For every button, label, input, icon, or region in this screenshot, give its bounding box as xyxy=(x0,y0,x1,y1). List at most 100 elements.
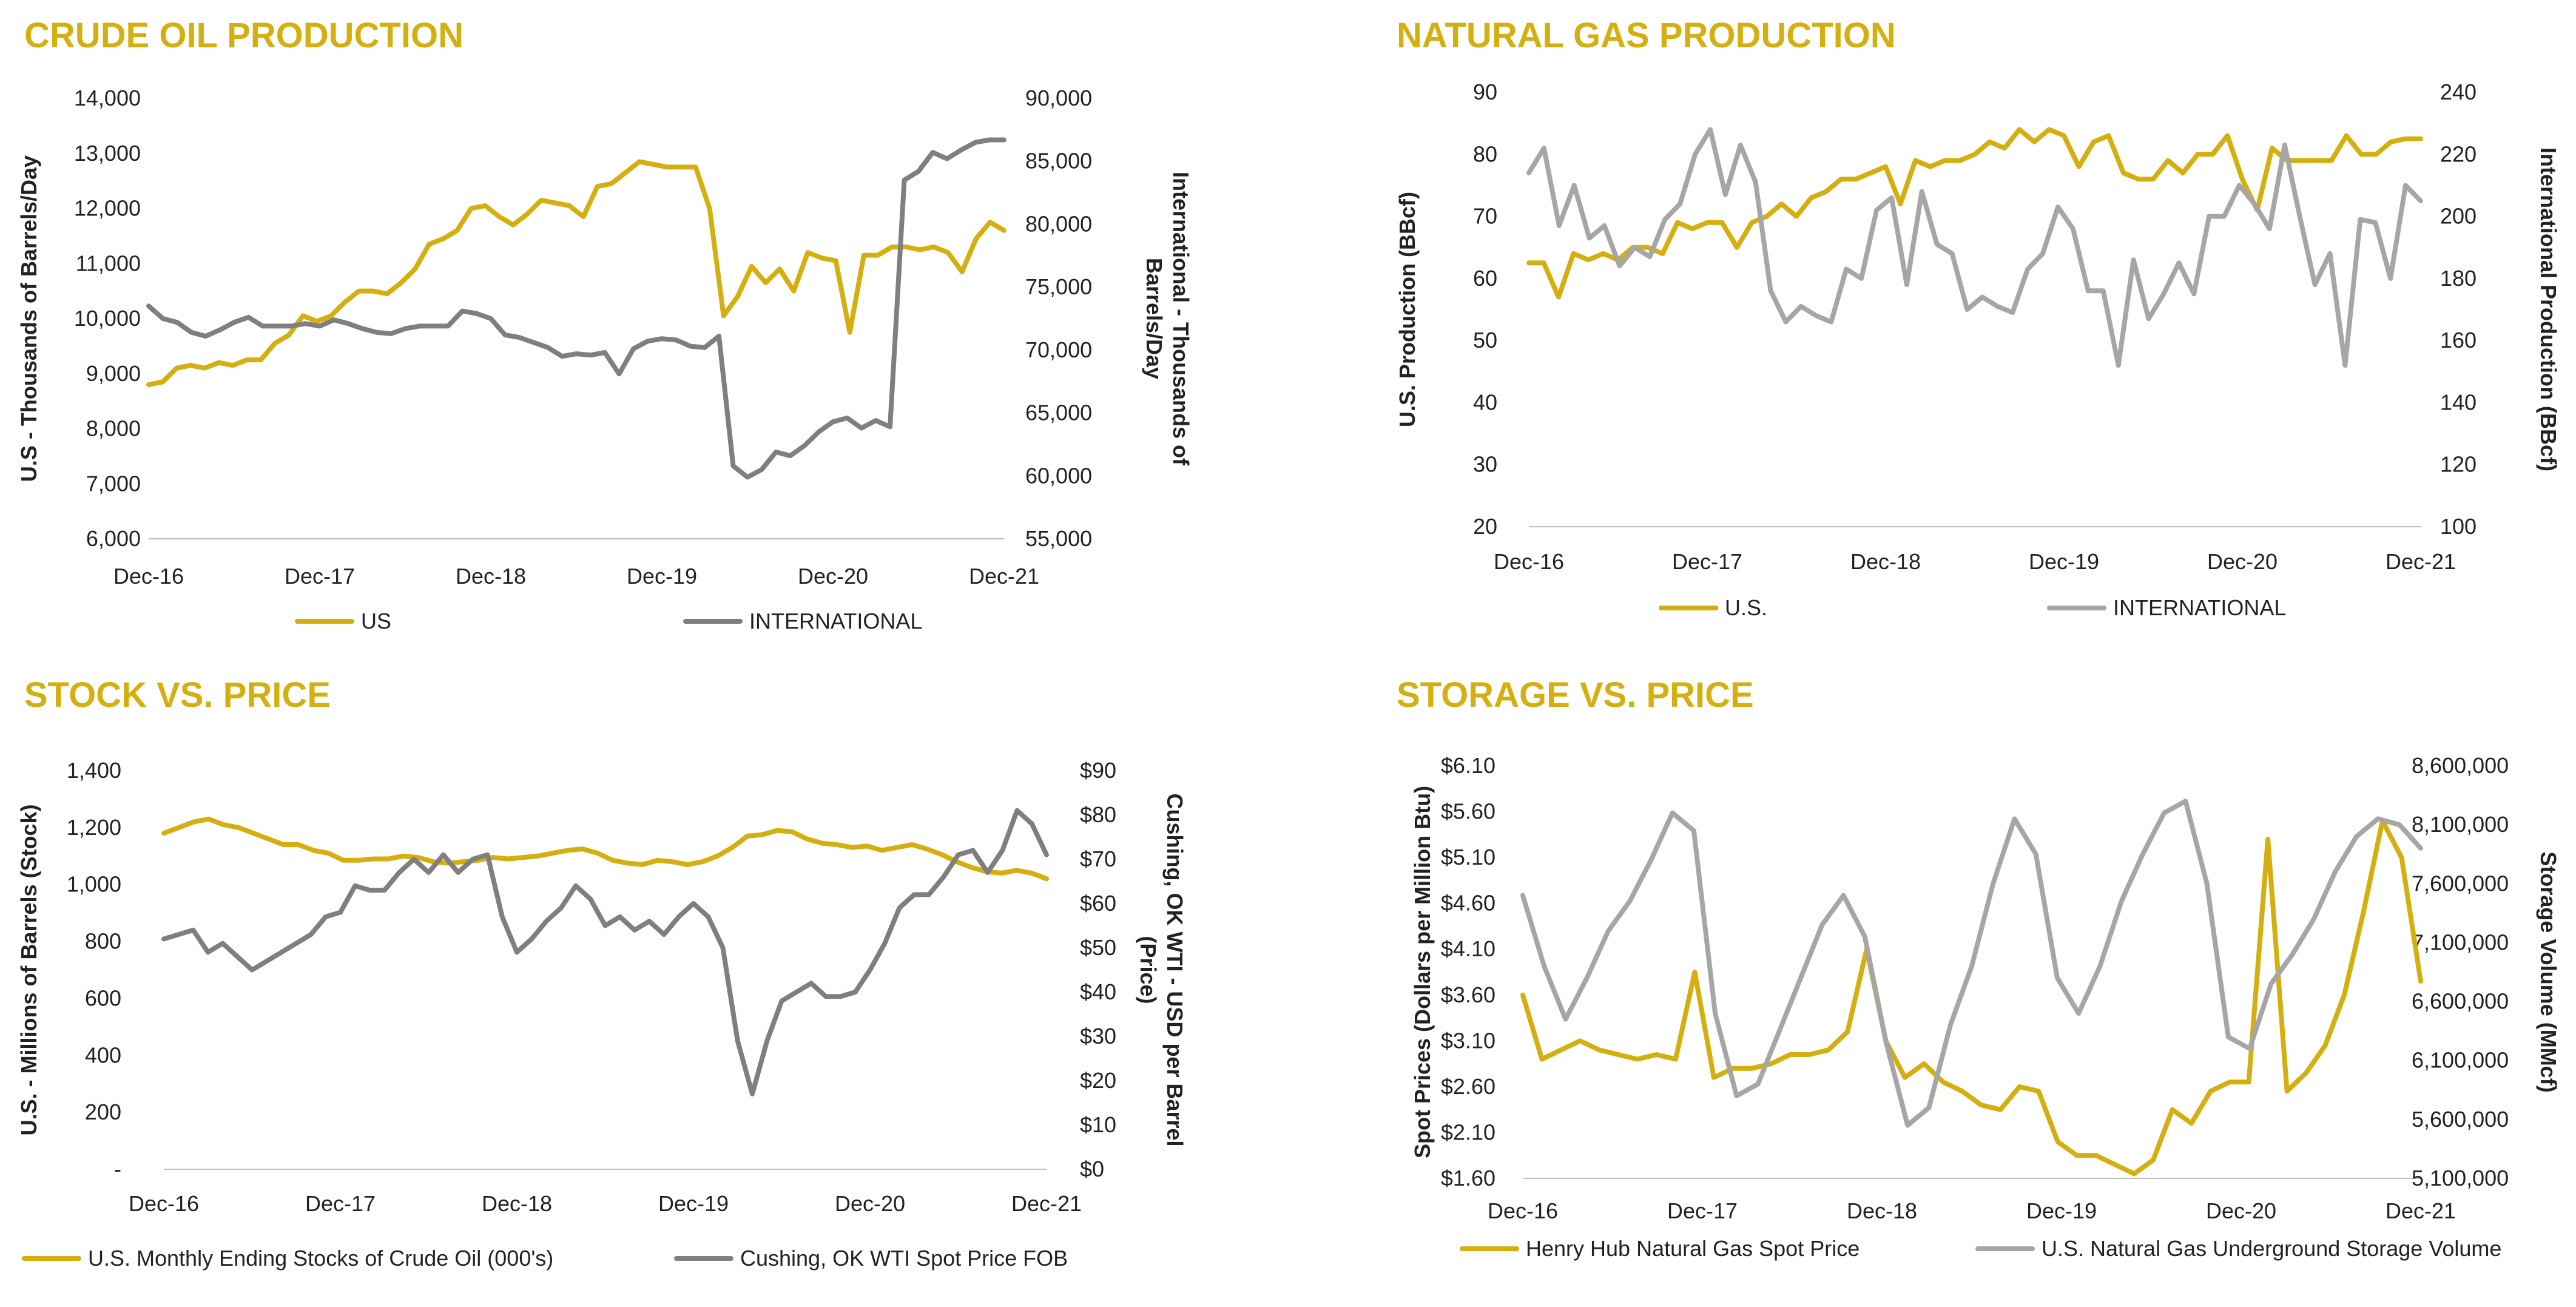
x-tick-label: Dec-20 xyxy=(798,564,868,589)
y2-tick-label: 90,000 xyxy=(1025,86,1092,110)
y2-tick-label: 200 xyxy=(2440,204,2477,229)
x-tick-label: Dec-17 xyxy=(285,564,355,589)
y2-tick-label: 180 xyxy=(2440,266,2477,291)
y-tick-label: 10,000 xyxy=(74,306,141,331)
y2-tick-label: $70 xyxy=(1080,846,1116,871)
y-tick-label: 1,200 xyxy=(67,815,121,840)
y2-tick-label: 160 xyxy=(2440,328,2477,353)
y-tick-label: 7,000 xyxy=(86,471,141,496)
y2-tick-label: 5,100,000 xyxy=(2412,1166,2509,1190)
y-tick-label: 800 xyxy=(85,929,121,954)
series-line-2 xyxy=(146,137,1006,480)
y2-tick-label: 120 xyxy=(2440,452,2477,477)
x-tick-label: Dec-18 xyxy=(1847,1198,1917,1223)
y2-tick-label: 8,100,000 xyxy=(2412,812,2509,837)
x-tick-label: Dec-16 xyxy=(129,1191,199,1216)
y2-tick-label: 240 xyxy=(2440,79,2477,104)
y2-tick-label: 140 xyxy=(2440,390,2477,414)
legend-label: U.S. Natural Gas Underground Storage Vol… xyxy=(2042,1236,2501,1261)
x-tick-label: Dec-16 xyxy=(113,564,184,589)
y-tick-label: $2.60 xyxy=(1441,1074,1495,1099)
y-tick-label: $5.10 xyxy=(1441,845,1495,870)
y2-tick-label: $20 xyxy=(1080,1068,1116,1093)
y-tick-label: - xyxy=(114,1157,121,1181)
y-tick-label: 1,000 xyxy=(67,872,121,897)
y-tick-label: $4.60 xyxy=(1441,891,1495,916)
y2-tick-label: 70,000 xyxy=(1025,337,1092,362)
y2-tick-label: 7,600,000 xyxy=(2412,871,2509,896)
legend-label: INTERNATIONAL xyxy=(2113,595,2286,620)
y2-tick-label: 55,000 xyxy=(1025,526,1092,551)
chart-panel-3: STOCK VS. PRICE - 200 400 600 800 1,000 1,200 1,… xyxy=(16,675,1187,1271)
y2-tick-label: $0 xyxy=(1080,1157,1104,1181)
x-tick-label: Dec-20 xyxy=(2206,1198,2276,1223)
y2-tick-label: $30 xyxy=(1080,1024,1116,1049)
y2-tick-label: 85,000 xyxy=(1025,149,1092,174)
legend-label: Cushing, OK WTI Spot Price FOB xyxy=(740,1246,1068,1271)
legend-label: US xyxy=(361,609,391,633)
y2-tick-label: $40 xyxy=(1080,979,1116,1004)
series-line-2 xyxy=(161,808,1049,1096)
y-tick-label: $6.10 xyxy=(1441,753,1495,778)
y-tick-label: 9,000 xyxy=(86,361,141,386)
x-tick-label: Dec-16 xyxy=(1494,549,1564,574)
x-tick-label: Dec-21 xyxy=(1011,1191,1082,1216)
y2-tick-label: 60,000 xyxy=(1025,463,1092,488)
legend-label: INTERNATIONAL xyxy=(749,609,922,633)
y-tick-label: 70 xyxy=(1473,204,1497,229)
y2-axis-label: Storage Volume (MMcf) xyxy=(2536,851,2561,1092)
y-tick-label: 1,400 xyxy=(67,758,121,783)
x-tick-label: Dec-19 xyxy=(2026,1198,2097,1223)
series-line-1 xyxy=(1520,818,2423,1177)
y-axis-label: U.S. Production (BBcf) xyxy=(1395,192,1420,427)
series-line-2 xyxy=(1520,799,2423,1128)
x-tick-label: Dec-21 xyxy=(969,564,1039,589)
x-tick-label: Dec-18 xyxy=(1850,549,1921,574)
y2-tick-label: $90 xyxy=(1080,758,1116,783)
y-tick-label: 6,000 xyxy=(86,526,141,551)
chart-panel-4: STORAGE VS. PRICE $1.60 $2.10 $2.60 $3.10 $3.… xyxy=(1397,675,2561,1261)
y-tick-label: 8,000 xyxy=(86,416,141,441)
y-tick-label: 14,000 xyxy=(74,86,141,110)
x-tick-label: Dec-18 xyxy=(482,1191,552,1216)
y2-tick-label: 75,000 xyxy=(1025,274,1092,299)
legend-label: U.S. Monthly Ending Stocks of Crude Oil … xyxy=(88,1246,553,1271)
chart-panel-1: CRUDE OIL PRODUCTION 6,000 7,000 8,000 9,000… xyxy=(16,16,1193,633)
x-tick-label: Dec-20 xyxy=(2207,549,2278,574)
y-tick-label: 80 xyxy=(1473,141,1497,166)
legend-label: U.S. xyxy=(1725,595,1767,620)
y2-tick-label: 6,100,000 xyxy=(2412,1048,2509,1073)
y-tick-label: 40 xyxy=(1473,390,1497,414)
y2-tick-label: 6,600,000 xyxy=(2412,989,2509,1014)
y2-axis-label: Cushing, OK WTI - USD per Barrel(Price) xyxy=(1136,793,1187,1146)
chart-title: STORAGE VS. PRICE xyxy=(1397,675,1754,715)
legend-label: Henry Hub Natural Gas Spot Price xyxy=(1526,1236,1860,1261)
chart-title: STOCK VS. PRICE xyxy=(24,675,331,715)
series-line-2 xyxy=(1526,127,2423,368)
y-tick-label: $5.60 xyxy=(1441,799,1495,824)
y-tick-label: 13,000 xyxy=(74,141,141,166)
y-tick-label: 200 xyxy=(85,1099,121,1124)
x-tick-label: Dec-17 xyxy=(1667,1198,1738,1223)
y2-tick-label: 5,600,000 xyxy=(2412,1107,2509,1132)
y-tick-label: 400 xyxy=(85,1042,121,1067)
y2-axis-label: International - Thousands ofBarrels/Day xyxy=(1142,172,1193,466)
y-axis-label: U.S. - Millions of Barrels (Stock) xyxy=(16,804,41,1135)
y-tick-label: 12,000 xyxy=(74,196,141,221)
y-tick-label: 50 xyxy=(1473,328,1497,353)
x-tick-label: Dec-19 xyxy=(627,564,697,589)
y-tick-label: 30 xyxy=(1473,452,1497,477)
x-tick-label: Dec-18 xyxy=(456,564,526,589)
y-tick-label: 11,000 xyxy=(76,251,141,275)
y-tick-label: 20 xyxy=(1473,514,1497,539)
x-tick-label: Dec-17 xyxy=(305,1191,376,1216)
y2-tick-label: $80 xyxy=(1080,802,1116,827)
y2-tick-label: 80,000 xyxy=(1025,211,1092,236)
y-axis-label: U.S - Thousands of Barrels/Day xyxy=(16,155,41,482)
y2-tick-label: $60 xyxy=(1080,891,1116,916)
y-tick-label: 600 xyxy=(85,985,121,1010)
x-tick-label: Dec-20 xyxy=(835,1191,905,1216)
series-line-1 xyxy=(146,159,1006,387)
y2-tick-label: 65,000 xyxy=(1025,400,1092,425)
y-tick-label: $1.60 xyxy=(1441,1166,1495,1190)
